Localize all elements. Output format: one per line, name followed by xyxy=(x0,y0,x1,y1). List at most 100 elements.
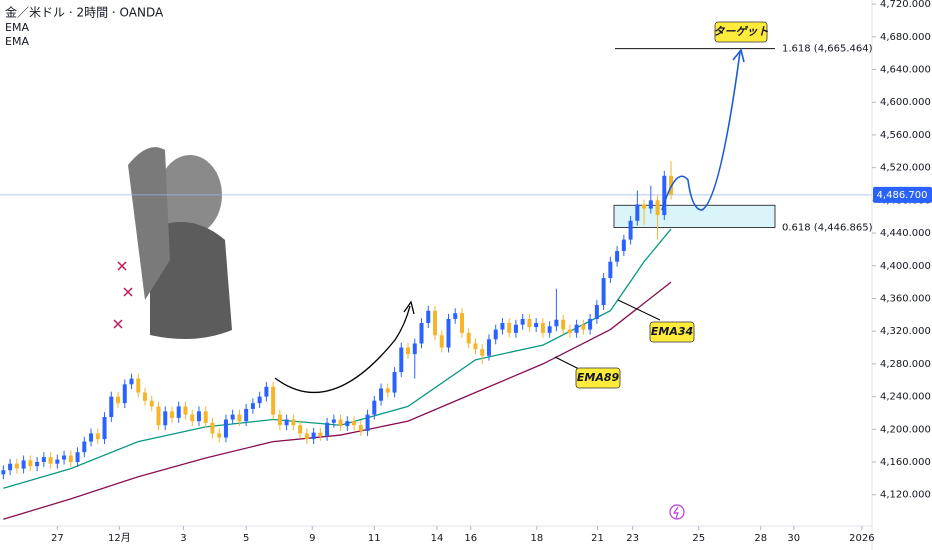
candle-body xyxy=(520,318,525,325)
y-tick-label: 4,680.000 xyxy=(880,32,931,43)
candle-body xyxy=(298,425,303,434)
tag-box xyxy=(575,367,621,389)
candle-body xyxy=(466,332,471,344)
x-tick-label: 9 xyxy=(309,533,315,544)
candle-body xyxy=(21,460,26,469)
x-tick-label: 25 xyxy=(692,533,705,544)
candle-body xyxy=(89,433,94,442)
candle-body xyxy=(331,419,336,423)
candle-body xyxy=(304,433,309,440)
y-tick-label: 4,360.000 xyxy=(880,293,931,304)
candle-body xyxy=(459,313,464,333)
candle-body xyxy=(338,419,343,427)
candle-body xyxy=(567,329,572,333)
trend-arrow xyxy=(274,305,411,393)
chart-title: 金／米ドル · 2時間 · OANDA xyxy=(5,5,164,20)
candle-body xyxy=(561,319,566,330)
candle-body xyxy=(642,204,647,209)
candle-body xyxy=(277,414,282,426)
candle-body xyxy=(662,175,667,216)
candle-body xyxy=(601,278,606,306)
candle-body xyxy=(183,406,188,415)
tag-label: ターゲット xyxy=(714,25,769,38)
tag-box xyxy=(714,21,768,43)
x-tick-label: 2026 xyxy=(849,533,874,544)
candle-body xyxy=(325,422,330,436)
price-label-box xyxy=(873,186,932,203)
candle-body xyxy=(122,384,127,404)
candle-body xyxy=(257,396,262,404)
candle-body xyxy=(365,414,370,431)
x-tick-label: 30 xyxy=(787,533,800,544)
arrow-head xyxy=(403,300,415,315)
y-tick-label: 4,120.000 xyxy=(880,490,931,501)
y-tick-label: 4,440.000 xyxy=(880,228,931,239)
candle-body xyxy=(419,323,424,344)
candle-body xyxy=(35,462,40,467)
candle-body xyxy=(588,318,593,330)
x-tick-label: 14 xyxy=(431,533,444,544)
candle-body xyxy=(433,310,437,336)
candle-body xyxy=(513,324,518,333)
candle-body xyxy=(48,457,53,464)
x-tick-label: 12月 xyxy=(108,532,131,544)
tag-label: EMA89 xyxy=(577,371,620,384)
y-tick-label: 4,560.000 xyxy=(880,130,931,141)
fib-label: 1.618 (4,665.464) xyxy=(782,44,873,55)
candle-body xyxy=(406,347,411,355)
candle-body xyxy=(264,386,269,397)
candle-body xyxy=(486,339,491,356)
candle-body xyxy=(203,411,208,423)
candle-body xyxy=(163,411,168,426)
x-tick-label: 21 xyxy=(591,533,604,544)
arrow-head xyxy=(732,48,745,63)
candle-body xyxy=(648,200,653,209)
x-tick-label: 18 xyxy=(530,533,543,544)
candle-body xyxy=(426,310,431,324)
candle-body xyxy=(540,323,545,333)
candle-body xyxy=(608,261,613,279)
y-tick-label: 4,320.000 xyxy=(880,326,931,337)
candle-body xyxy=(223,419,228,438)
candle-body xyxy=(244,408,249,422)
y-tick-label: 4,520.000 xyxy=(880,163,931,174)
candle-body xyxy=(62,455,67,460)
candle-body xyxy=(372,400,377,415)
y-tick-label: 4,720.000 xyxy=(880,0,931,10)
candle-body xyxy=(129,378,134,385)
plot-area xyxy=(0,48,872,520)
candle-body xyxy=(190,414,195,422)
candle-body xyxy=(594,305,599,319)
candle-body xyxy=(217,433,222,438)
candle-body xyxy=(358,425,363,431)
y-tick-label: 4,280.000 xyxy=(880,359,931,370)
candle-body xyxy=(237,414,242,422)
candle-body xyxy=(102,417,107,440)
x-tick-label: 28 xyxy=(754,533,767,544)
candle-body xyxy=(136,378,141,393)
x-tick-label: 11 xyxy=(368,533,381,544)
fib-label: 0.618 (4,446.865) xyxy=(782,222,873,233)
y-tick-label: 4,600.000 xyxy=(880,97,931,108)
candle-body xyxy=(554,319,559,327)
candle-body xyxy=(581,324,586,330)
candle-body xyxy=(250,403,255,409)
candle-body xyxy=(156,406,161,426)
event-icon xyxy=(669,504,685,520)
candle-body xyxy=(82,441,87,453)
candle-body xyxy=(493,329,498,340)
price-label: 4,486.700 xyxy=(877,190,928,201)
candle-body xyxy=(547,326,552,333)
candle-body xyxy=(14,463,19,469)
candle-body xyxy=(635,204,640,221)
candle-body xyxy=(534,323,539,328)
candle-body xyxy=(574,324,579,333)
candle-body xyxy=(95,433,100,440)
y-tick-label: 4,400.000 xyxy=(880,261,931,272)
candle-body xyxy=(1,470,6,475)
candle-body xyxy=(143,392,147,401)
candle-body xyxy=(109,396,114,418)
projection-arrow xyxy=(661,51,741,211)
candle-body xyxy=(176,406,181,418)
